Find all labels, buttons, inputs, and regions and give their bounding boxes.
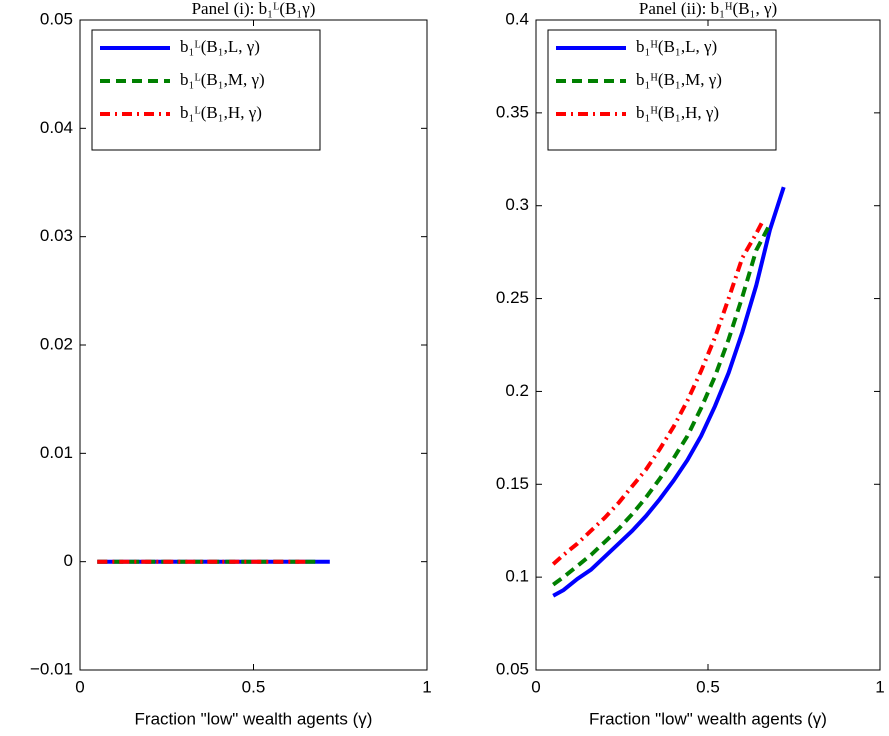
y-tick-label: 0.25 (496, 288, 529, 307)
y-tick-label: 0 (64, 551, 73, 570)
y-tick-label: −0.01 (30, 659, 73, 678)
y-tick-label: 0.04 (40, 118, 73, 137)
x-tick-label: 0 (531, 677, 540, 696)
x-axis-label: Fraction "low" wealth agents (γ) (589, 709, 827, 728)
x-tick-label: 0.5 (696, 677, 720, 696)
panel: Panel (ii): b₁ᴴ(B₁, γ) Fraction "low" wea… (496, 0, 885, 728)
legend: b₁ᴴ(B₁,L, γ) b₁ᴴ(B₁,M, γ) b₁ᴴ(B₁,H, γ) (547, 29, 777, 151)
x-tick-label: 1 (422, 677, 431, 696)
x-axis-label: Fraction "low" wealth agents (γ) (135, 709, 373, 728)
y-tick-label: 0.35 (496, 102, 529, 121)
legend-label: b₁ᴴ(B₁,L, γ) (636, 37, 717, 56)
axes-frame (79, 19, 428, 671)
legend-label: b₁ᴸ(B₁,M, γ) (180, 70, 265, 89)
y-tick-label: 0.1 (505, 567, 529, 586)
y-tick-label: 0.05 (496, 659, 529, 678)
y-tick-label: 0.4 (505, 9, 529, 28)
y-tick-label: 0.3 (505, 195, 529, 214)
chart-title: Panel (ii): b₁ᴴ(B₁, γ) (639, 0, 777, 18)
y-tick-label: 0.03 (40, 226, 73, 245)
panel: Panel (i): b₁ᴸ(B₁γ) Fraction "low" wealth… (30, 0, 432, 728)
x-tick-label: 1 (875, 677, 884, 696)
x-tick-label: 0 (75, 677, 84, 696)
legend-label: b₁ᴴ(B₁,M, γ) (636, 70, 722, 89)
series-line (551, 219, 765, 566)
legend-label: b₁ᴸ(B₁,H, γ) (180, 103, 262, 122)
legend: b₁ᴸ(B₁,L, γ) b₁ᴸ(B₁,M, γ) b₁ᴸ(B₁,H, γ) (91, 29, 321, 151)
y-tick-label: 0.02 (40, 334, 73, 353)
y-tick-label: 0.2 (505, 381, 529, 400)
y-tick-label: 0.15 (496, 474, 529, 493)
series-line (552, 223, 772, 587)
series-line (552, 186, 786, 598)
y-tick-label: 0.01 (40, 443, 73, 462)
axes-frame (535, 19, 881, 671)
y-tick-label: 0.05 (40, 9, 73, 28)
chart-title: Panel (i): b₁ᴸ(B₁γ) (192, 0, 316, 18)
x-tick-label: 0.5 (242, 677, 266, 696)
legend-label: b₁ᴸ(B₁,L, γ) (180, 37, 260, 56)
legend-label: b₁ᴴ(B₁,H, γ) (636, 103, 719, 122)
